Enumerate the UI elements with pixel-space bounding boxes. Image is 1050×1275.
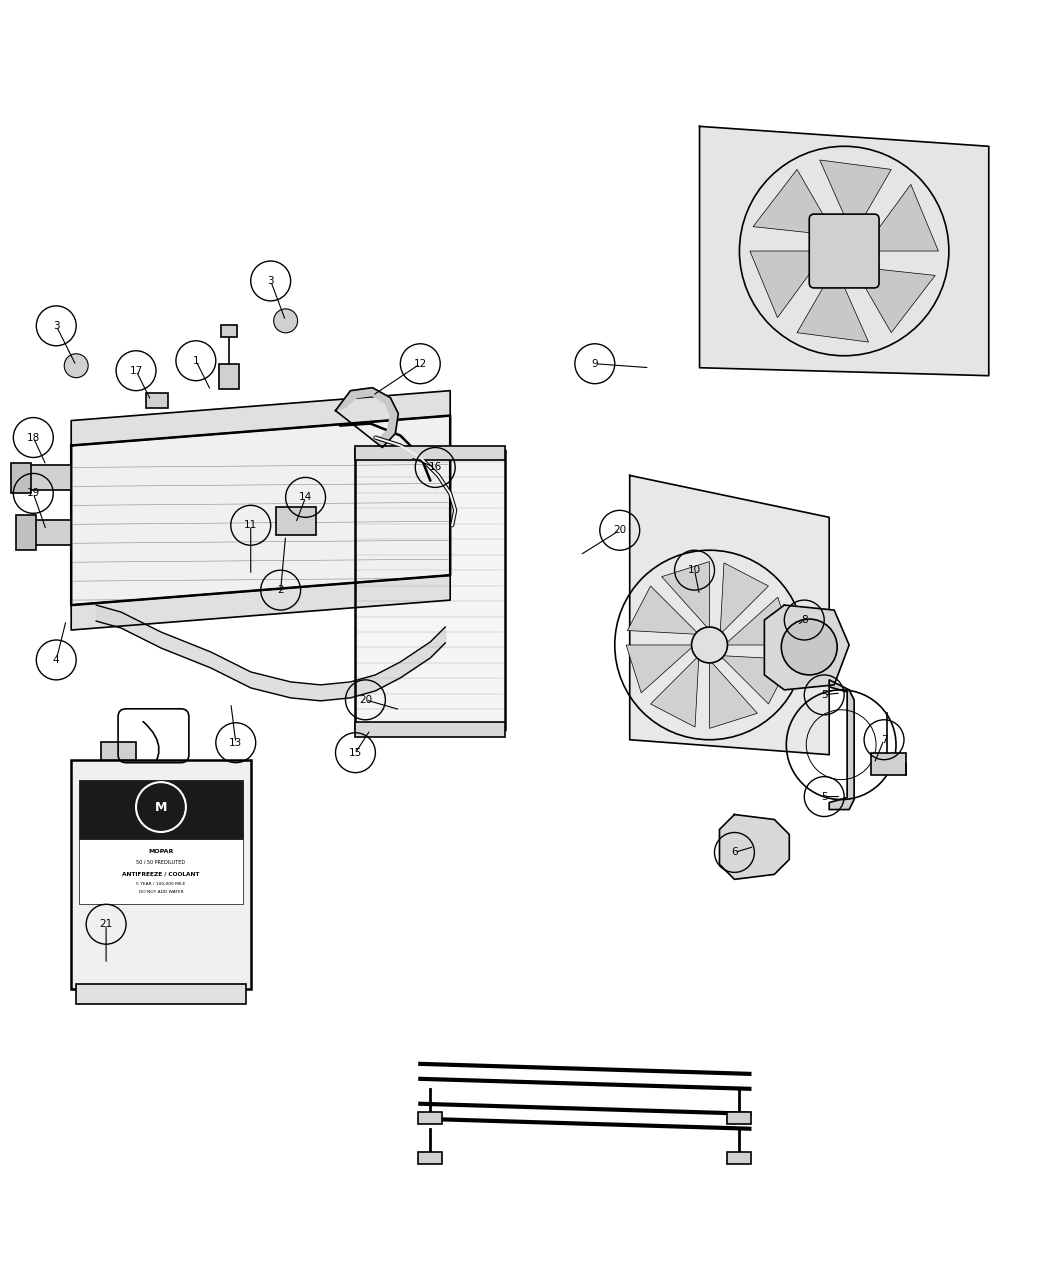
Polygon shape	[724, 597, 793, 645]
Text: 11: 11	[244, 520, 257, 530]
Text: 50 / 50 PREDILUTED: 50 / 50 PREDILUTED	[136, 859, 186, 864]
Polygon shape	[720, 655, 792, 704]
Bar	[418, 1151, 442, 1164]
Polygon shape	[750, 251, 826, 317]
Circle shape	[64, 353, 88, 377]
Bar	[32, 520, 71, 546]
Text: DO NOT ADD WATER: DO NOT ADD WATER	[139, 890, 184, 894]
Polygon shape	[651, 655, 699, 727]
Text: ANTIFREEZE / COOLANT: ANTIFREEZE / COOLANT	[122, 872, 200, 877]
Bar	[79, 779, 243, 839]
Text: 8: 8	[801, 615, 807, 625]
Polygon shape	[699, 126, 989, 376]
Text: 13: 13	[229, 738, 243, 747]
Polygon shape	[710, 660, 757, 728]
Text: 20: 20	[613, 525, 626, 536]
Text: 16: 16	[428, 463, 442, 473]
Polygon shape	[662, 561, 710, 630]
Polygon shape	[626, 645, 694, 692]
Text: 15: 15	[349, 747, 362, 757]
Text: 5 YEAR / 100,000 MILE: 5 YEAR / 100,000 MILE	[136, 882, 186, 886]
Bar	[872, 752, 906, 775]
Polygon shape	[628, 586, 699, 635]
Bar	[26, 465, 71, 491]
Bar	[77, 984, 246, 1003]
Text: 7: 7	[881, 734, 887, 745]
Bar	[146, 393, 168, 408]
Text: 4: 4	[52, 655, 60, 666]
Polygon shape	[719, 815, 790, 880]
Polygon shape	[830, 680, 854, 810]
Bar	[220, 325, 236, 337]
Text: 9: 9	[591, 358, 598, 368]
Text: 1: 1	[192, 356, 200, 366]
Text: 5: 5	[821, 690, 827, 700]
Text: 12: 12	[414, 358, 427, 368]
Bar	[418, 1112, 442, 1123]
Polygon shape	[753, 170, 835, 236]
Polygon shape	[720, 562, 769, 635]
Bar	[79, 839, 243, 904]
Text: 5: 5	[821, 792, 827, 802]
Bar	[356, 445, 505, 460]
Bar	[101, 742, 136, 760]
Circle shape	[274, 309, 297, 333]
Polygon shape	[356, 450, 505, 729]
Text: 10: 10	[688, 565, 701, 575]
Text: 18: 18	[26, 432, 40, 442]
Polygon shape	[630, 476, 830, 755]
Bar	[17, 515, 37, 551]
Bar	[218, 363, 238, 389]
FancyBboxPatch shape	[810, 214, 879, 288]
Circle shape	[822, 230, 866, 273]
Circle shape	[781, 620, 837, 674]
Bar	[728, 1112, 752, 1123]
Polygon shape	[797, 266, 868, 342]
Text: 21: 21	[100, 919, 112, 929]
Polygon shape	[71, 575, 450, 630]
Polygon shape	[71, 390, 450, 445]
Text: 3: 3	[52, 321, 60, 330]
Text: 20: 20	[359, 695, 372, 705]
Polygon shape	[862, 185, 939, 251]
Text: 6: 6	[731, 848, 738, 857]
Bar	[12, 463, 32, 493]
Bar	[728, 1151, 752, 1164]
Circle shape	[692, 627, 728, 663]
Polygon shape	[854, 266, 936, 333]
Polygon shape	[71, 416, 450, 606]
Polygon shape	[336, 388, 398, 448]
Text: M: M	[154, 801, 167, 813]
Text: MOPAR: MOPAR	[148, 849, 173, 854]
Text: 14: 14	[299, 492, 312, 502]
Bar	[276, 507, 316, 536]
Bar	[71, 760, 251, 989]
Bar	[356, 722, 505, 737]
Text: 17: 17	[129, 366, 143, 376]
Polygon shape	[820, 159, 891, 236]
Polygon shape	[764, 606, 849, 690]
Text: 2: 2	[277, 585, 284, 595]
Text: 3: 3	[268, 275, 274, 286]
FancyArrowPatch shape	[143, 722, 159, 778]
Text: 19: 19	[26, 488, 40, 499]
